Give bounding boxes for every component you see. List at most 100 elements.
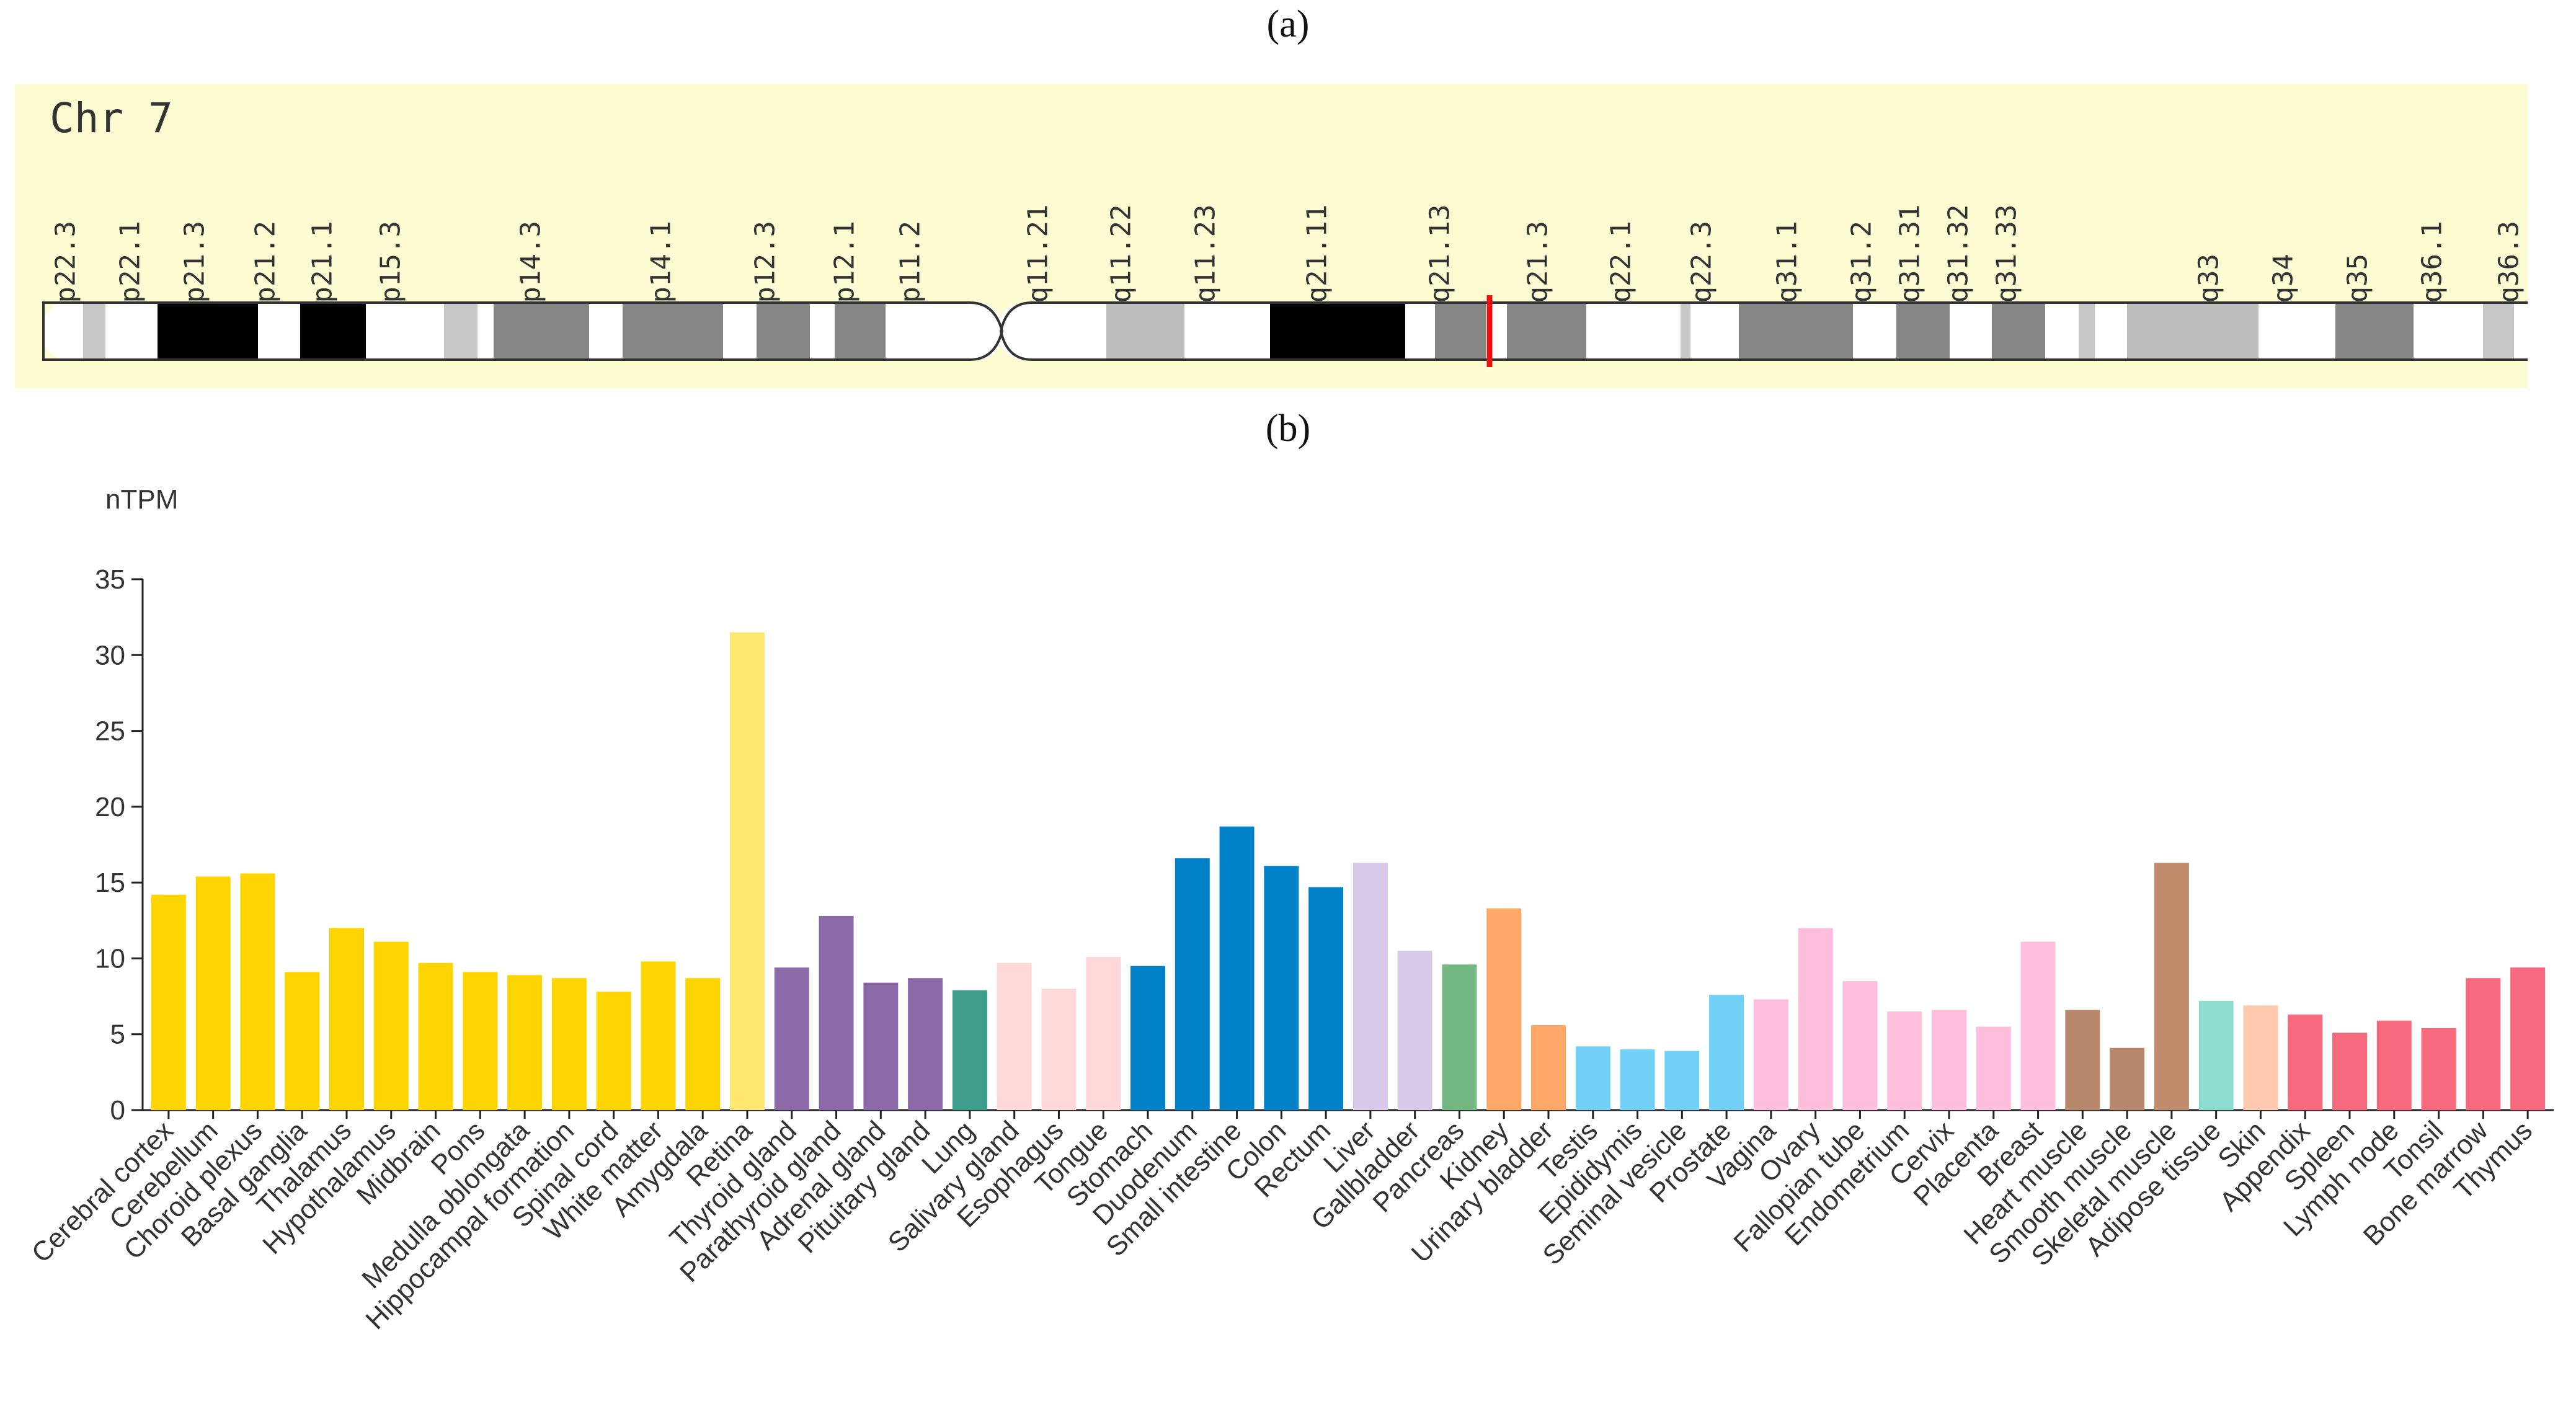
bar	[863, 982, 899, 1110]
q-arm-outline	[999, 301, 2528, 361]
chromosome-band	[494, 303, 589, 360]
chromosome-band	[723, 303, 757, 360]
bar	[1397, 951, 1432, 1110]
chromosome-band	[589, 303, 623, 360]
bar	[1753, 999, 1788, 1110]
bar	[1575, 1046, 1610, 1110]
bar	[2421, 1028, 2456, 1110]
bar	[1442, 964, 1477, 1110]
chromosome-band	[2095, 303, 2127, 360]
chromosome-band	[998, 303, 1106, 360]
bar	[463, 972, 498, 1110]
chromosome-band	[1950, 303, 1992, 360]
chromosome-band	[2127, 303, 2258, 360]
chromosome-band	[1896, 303, 1950, 360]
chromosome-band	[477, 303, 494, 360]
ideogram-svg	[42, 295, 2528, 367]
chromosome-title: Chr 7	[50, 94, 173, 142]
bar	[952, 990, 987, 1110]
bar	[774, 967, 809, 1110]
bar	[908, 978, 943, 1110]
chromosome-band	[1586, 303, 1681, 360]
bar	[2288, 1014, 2323, 1110]
bar	[1086, 956, 1121, 1110]
bar	[1798, 928, 1833, 1110]
chromosome-band	[810, 303, 835, 360]
chromosome-band	[1739, 303, 1853, 360]
chromosome-band	[444, 303, 477, 360]
y-tick-label: 25	[95, 716, 125, 747]
bar	[1842, 981, 1878, 1110]
bar	[641, 961, 676, 1110]
bar	[2198, 1000, 2234, 1110]
y-tick-label: 35	[95, 564, 125, 595]
bar	[195, 876, 231, 1110]
y-axis: 0 5 10 15 20 25 30 35	[95, 564, 2554, 1126]
bar	[418, 962, 453, 1110]
y-axis-title: nTPM	[105, 484, 178, 515]
bar	[997, 962, 1032, 1110]
y-tick-label: 15	[95, 868, 125, 898]
chromosome-band	[1992, 303, 2045, 360]
bar	[151, 894, 186, 1110]
y-tick-label: 10	[95, 943, 125, 974]
chromosome-band	[300, 303, 366, 360]
bar	[1175, 858, 1210, 1110]
chromosome-band	[1270, 303, 1405, 360]
chromosome-band	[623, 303, 723, 360]
chromosome-band	[2335, 303, 2414, 360]
bars	[151, 632, 2546, 1110]
chromosome-band	[2079, 303, 2095, 360]
chromosome-band	[1853, 303, 1896, 360]
bar	[507, 975, 543, 1110]
chromosome-band	[757, 303, 810, 360]
chromosome-band	[2258, 303, 2335, 360]
bar	[329, 928, 364, 1110]
bar	[1308, 887, 1344, 1110]
bar	[2376, 1020, 2412, 1110]
bar	[1486, 908, 1522, 1110]
bar	[2020, 941, 2056, 1110]
chromosome-band	[43, 303, 83, 360]
bar	[685, 978, 721, 1110]
bar	[240, 873, 275, 1110]
bar	[819, 915, 854, 1110]
bar	[1709, 995, 1744, 1110]
chromosome-band	[1184, 303, 1270, 360]
panel-a-label: (a)	[1266, 3, 1310, 45]
y-tick-label: 0	[110, 1095, 125, 1126]
bar	[1041, 989, 1077, 1110]
bar	[1976, 1026, 2011, 1110]
bar	[2110, 1047, 2145, 1110]
y-tick-label: 30	[95, 640, 125, 670]
bar	[1620, 1049, 1655, 1110]
bar	[1130, 966, 1165, 1110]
chromosome-band	[1106, 303, 1184, 360]
chromosome-band	[1507, 303, 1586, 360]
bar	[1932, 1010, 1966, 1110]
chromosome-band	[1405, 303, 1435, 360]
chromosome-band	[105, 303, 158, 360]
chromosome-band	[158, 303, 258, 360]
chromosome-band	[1435, 303, 1486, 360]
bar	[1219, 826, 1255, 1110]
chromosome-band	[2045, 303, 2079, 360]
panel-b-label: (b)	[1265, 407, 1311, 450]
bar	[2065, 1010, 2100, 1110]
bar	[1531, 1025, 1566, 1110]
y-tick-label: 20	[95, 792, 125, 822]
chromosome-band	[2514, 303, 2528, 360]
chromosome-band	[2414, 303, 2483, 360]
chromosome-band	[1690, 303, 1739, 360]
bar-chart: nTPM 0 5 10 15 20 25 30 35 Cerebral cortexCereb…	[26, 484, 2554, 1335]
bar	[1352, 863, 1388, 1110]
bar	[1664, 1051, 1700, 1110]
bar	[2332, 1033, 2367, 1110]
bar	[285, 972, 320, 1110]
bar	[1887, 1011, 1922, 1110]
y-tick-label: 5	[110, 1020, 125, 1050]
q-arm	[998, 303, 2528, 360]
bar	[2243, 1005, 2278, 1110]
p-arm	[43, 303, 1002, 360]
